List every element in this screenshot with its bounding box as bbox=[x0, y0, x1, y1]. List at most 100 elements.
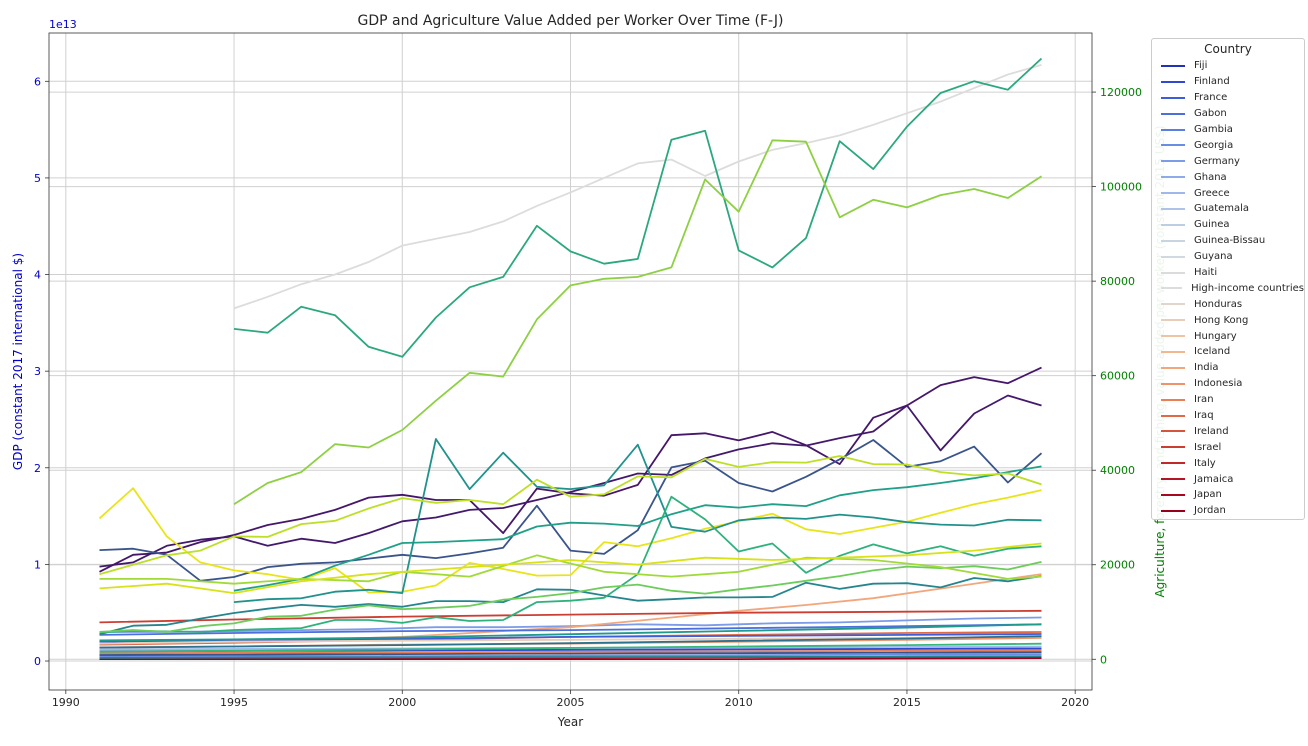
legend-label: Fiji bbox=[1194, 60, 1208, 72]
legend-swatch bbox=[1161, 223, 1185, 226]
agriculture-series-line bbox=[99, 655, 1042, 659]
legend-swatch bbox=[1161, 414, 1185, 417]
gdp-series-line bbox=[99, 653, 1042, 658]
legend-label: Israel bbox=[1194, 441, 1222, 453]
legend-label: Guinea-Bissau bbox=[1194, 235, 1266, 247]
legend-item: Iraq bbox=[1152, 408, 1304, 424]
legend-label: Gambia bbox=[1194, 124, 1233, 135]
legend-swatch bbox=[1161, 462, 1185, 465]
legend-swatch bbox=[1161, 493, 1185, 496]
legend-swatch bbox=[1161, 176, 1185, 179]
agriculture-series-line bbox=[99, 439, 1043, 582]
legend-label: France bbox=[1194, 92, 1228, 104]
legend-item: Finland bbox=[1152, 74, 1304, 90]
legend-item: France bbox=[1152, 90, 1304, 106]
legend-label: Greece bbox=[1194, 187, 1230, 199]
legend-label: Guinea bbox=[1194, 219, 1230, 231]
agriculture-series-line bbox=[233, 438, 1042, 603]
legend-item: Fiji bbox=[1152, 58, 1304, 74]
legend-label: Jamaica bbox=[1194, 473, 1234, 485]
legend-label: Iceland bbox=[1194, 346, 1231, 358]
agriculture-series-line bbox=[98, 487, 1042, 594]
legend-swatch bbox=[1161, 64, 1185, 67]
legend-item: Greece bbox=[1152, 185, 1304, 201]
legend-label: Ireland bbox=[1194, 425, 1229, 437]
grid-layer bbox=[49, 33, 1092, 690]
agriculture-series-line bbox=[99, 561, 1042, 633]
legend-swatch bbox=[1161, 350, 1185, 353]
right-y-tick-label: 120000 bbox=[1100, 86, 1142, 99]
legend-item: Iceland bbox=[1152, 344, 1304, 360]
legend: Country Fiji Finland France Gabon Gambia Geor… bbox=[1151, 38, 1305, 520]
legend-swatch bbox=[1161, 144, 1185, 147]
legend-swatch bbox=[1161, 207, 1185, 210]
gdp-series-line bbox=[99, 623, 1042, 636]
legend-item: Guinea-Bissau bbox=[1152, 233, 1304, 249]
agriculture-series-line bbox=[99, 542, 1042, 594]
gdp-series-line bbox=[99, 657, 1042, 660]
left-y-tick-label: 1 bbox=[34, 558, 41, 571]
legend-swatch bbox=[1161, 255, 1185, 258]
legend-label: Ghana bbox=[1194, 171, 1227, 183]
legend-swatch bbox=[1161, 128, 1185, 131]
left-y-axis-offset-label: 1e13 bbox=[49, 18, 77, 31]
x-tick-label: 2015 bbox=[893, 696, 921, 709]
legend-swatch bbox=[1161, 303, 1185, 306]
legend-label: Iran bbox=[1194, 394, 1214, 406]
x-axis-ticks: 1990 1995 2000 2005 2010 2015 2020 bbox=[52, 690, 1089, 709]
x-tick-label: 1990 bbox=[52, 696, 80, 709]
legend-swatch bbox=[1161, 335, 1185, 338]
right-y-axis-ticks: 0 20000 40000 60000 80000 100000 120000 bbox=[1092, 86, 1142, 666]
gdp-series-line bbox=[99, 609, 1042, 624]
x-tick-label: 2005 bbox=[557, 696, 585, 709]
legend-swatch bbox=[1161, 382, 1185, 385]
left-y-axis-label: GDP (constant 2017 international $) bbox=[11, 253, 25, 470]
agriculture-series-line bbox=[99, 554, 1042, 585]
legend-item: Guinea bbox=[1152, 217, 1304, 233]
legend-label: Iraq bbox=[1194, 410, 1214, 422]
agriculture-series-line bbox=[233, 465, 1042, 592]
agriculture-series-layer bbox=[98, 57, 1043, 659]
legend-swatch bbox=[1161, 96, 1185, 99]
agriculture-series-line bbox=[99, 394, 1042, 568]
right-y-tick-label: 20000 bbox=[1100, 559, 1135, 572]
legend-label: Finland bbox=[1194, 76, 1230, 88]
legend-item: Hong Kong bbox=[1152, 312, 1304, 328]
left-y-tick-label: 0 bbox=[34, 655, 41, 668]
legend-swatch bbox=[1161, 446, 1185, 449]
gdp-series-line bbox=[99, 633, 1042, 643]
x-tick-label: 2000 bbox=[388, 696, 416, 709]
legend-item: Israel bbox=[1152, 439, 1304, 455]
legend-label: Honduras bbox=[1194, 298, 1243, 310]
right-y-tick-label: 40000 bbox=[1100, 464, 1135, 477]
agriculture-series-line bbox=[99, 651, 1042, 656]
agriculture-series-line bbox=[233, 57, 1043, 358]
agriculture-series-line bbox=[99, 366, 1042, 573]
legend-swatch bbox=[1161, 398, 1185, 401]
legend-swatch bbox=[1161, 478, 1185, 481]
legend-label: High-income countries bbox=[1191, 282, 1304, 294]
right-y-tick-label: 0 bbox=[1100, 653, 1107, 666]
legend-swatch bbox=[1161, 319, 1185, 322]
legend-swatch bbox=[1161, 287, 1183, 290]
legend-swatch bbox=[1161, 112, 1185, 115]
x-tick-label: 2010 bbox=[725, 696, 753, 709]
left-y-tick-label: 3 bbox=[34, 365, 41, 378]
legend-label: Hungary bbox=[1194, 330, 1237, 342]
legend-swatch bbox=[1161, 80, 1185, 83]
legend-label: Germany bbox=[1194, 155, 1240, 167]
legend-label: Haiti bbox=[1194, 267, 1218, 279]
legend-item: Italy bbox=[1152, 455, 1304, 471]
agriculture-series-line bbox=[99, 623, 1042, 642]
agriculture-series-line bbox=[99, 642, 1042, 653]
legend-items: Fiji Finland France Gabon Gambia Georgia Germa… bbox=[1152, 58, 1304, 519]
legend-item: Gambia bbox=[1152, 122, 1304, 138]
legend-label: Jordan bbox=[1194, 505, 1226, 517]
legend-label: Guyana bbox=[1194, 251, 1233, 263]
legend-swatch bbox=[1161, 160, 1185, 163]
legend-swatch bbox=[1161, 509, 1185, 512]
chart-title: GDP and Agriculture Value Added per Work… bbox=[358, 13, 784, 29]
legend-item: Guyana bbox=[1152, 249, 1304, 265]
